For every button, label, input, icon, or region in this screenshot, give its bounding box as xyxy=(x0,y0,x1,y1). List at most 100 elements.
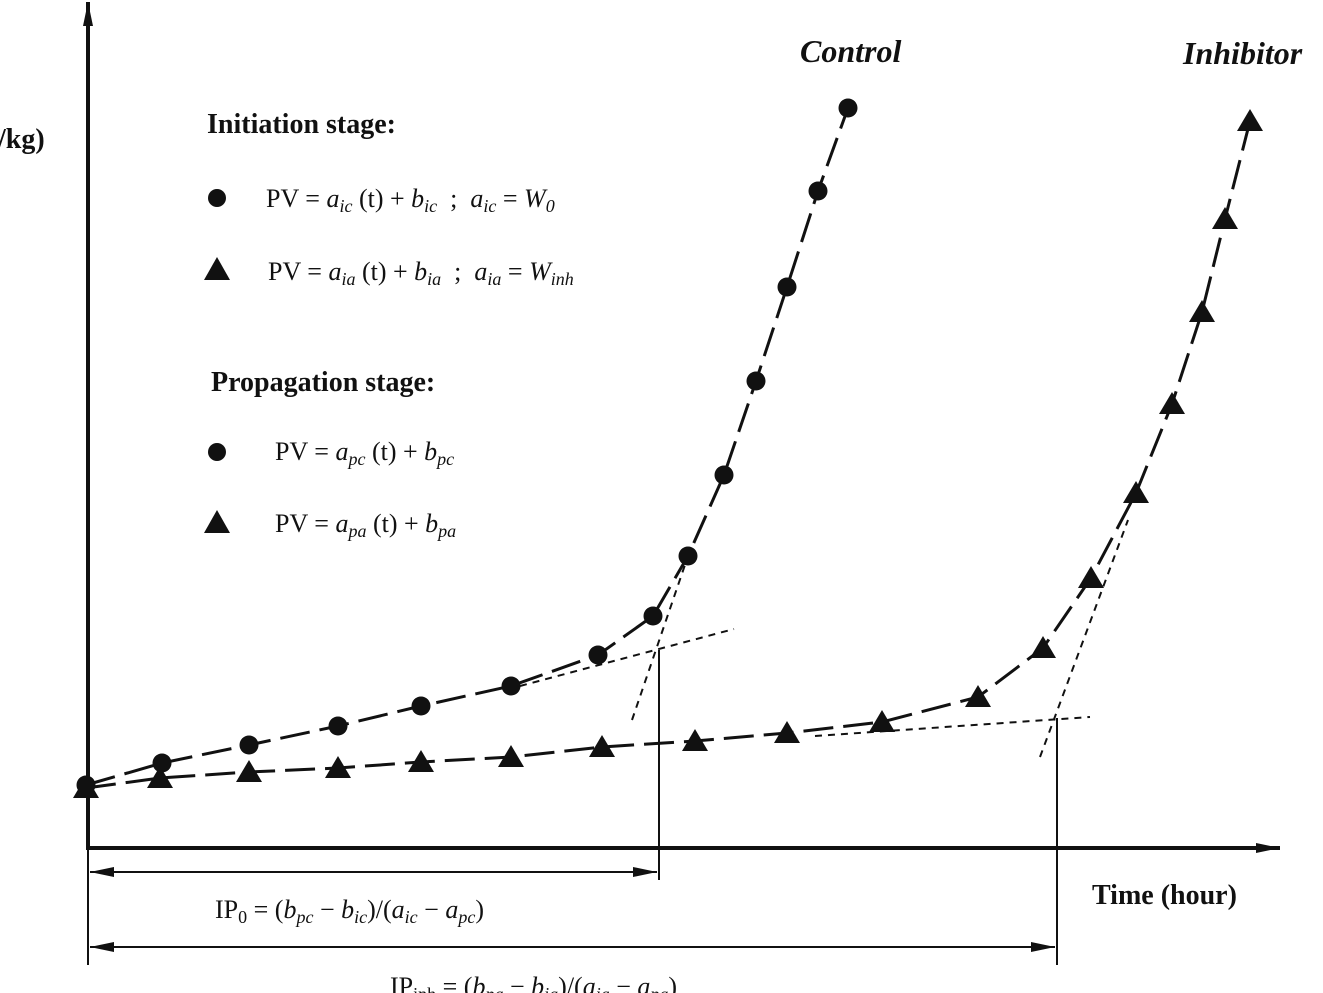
formula-part: (t) + xyxy=(366,509,425,538)
section-title: Propagation stage: xyxy=(211,367,435,398)
formula-part: − xyxy=(610,972,638,993)
formula-part: b xyxy=(425,509,438,538)
point xyxy=(236,760,262,782)
formula-part: (t) + xyxy=(352,184,411,213)
x-axis-label: Time (hour) xyxy=(1092,880,1237,911)
legend-marker xyxy=(204,510,230,533)
formula-part: b xyxy=(531,972,544,993)
formula-part: ic xyxy=(339,196,352,216)
formula-part: (t) + xyxy=(355,257,414,286)
point xyxy=(1078,566,1104,588)
point xyxy=(328,716,348,736)
formula-part: ) xyxy=(668,972,677,993)
point xyxy=(714,465,734,485)
formula-part: a xyxy=(637,972,650,993)
formula: PV = aia (t) + bia ; aia = Winh xyxy=(268,257,574,289)
tangent-line xyxy=(519,628,735,687)
point xyxy=(588,645,608,665)
point xyxy=(678,546,698,566)
point xyxy=(589,735,615,757)
point xyxy=(774,721,800,743)
formula-part: ia xyxy=(487,269,501,289)
formula-part: b xyxy=(472,972,485,993)
y-axis-label: /kg) xyxy=(0,124,45,155)
point xyxy=(777,277,797,297)
point xyxy=(501,676,521,696)
formula: IPinh = (bpa − bia)/(aia − apa) xyxy=(390,972,677,993)
formula-part: pa xyxy=(483,984,503,993)
point xyxy=(411,696,431,716)
formula-part: a xyxy=(326,184,339,213)
formula-part: ic xyxy=(483,196,496,216)
formula-part: ia xyxy=(341,269,355,289)
formula-part: PV = xyxy=(275,437,335,466)
formula-part: a xyxy=(335,437,348,466)
formula-part: ic xyxy=(424,196,437,216)
formula-part: b xyxy=(424,437,437,466)
formula-part: (t) + xyxy=(365,437,424,466)
formula-part: a xyxy=(392,895,405,924)
formula-part: a xyxy=(328,257,341,286)
curves xyxy=(73,98,1263,798)
formula-part: a xyxy=(335,509,348,538)
formula-part: W xyxy=(524,184,548,213)
formula: PV = apc (t) + bpc xyxy=(275,437,454,469)
formula-part: 0 xyxy=(238,907,247,927)
point xyxy=(838,98,858,118)
point xyxy=(239,735,259,755)
point xyxy=(152,753,172,773)
curve-label: Inhibitor xyxy=(1182,35,1303,71)
formula-part: PV = xyxy=(275,509,335,538)
formula-part: a xyxy=(583,972,596,993)
point xyxy=(643,606,663,626)
curve-label: Control xyxy=(800,33,901,69)
tangent-lines xyxy=(519,519,1129,758)
point xyxy=(1189,300,1215,322)
formula-part: a xyxy=(474,257,487,286)
point xyxy=(1030,636,1056,658)
formula: PV = aic (t) + bic ; aic = W0 xyxy=(266,184,555,216)
point xyxy=(1212,207,1238,229)
formula-part: − xyxy=(418,895,446,924)
formula-part: ; xyxy=(441,257,474,286)
legend-marker xyxy=(208,189,226,207)
formula-part: PV = xyxy=(266,184,326,213)
formula-part: ic xyxy=(405,907,418,927)
formula-part: 0 xyxy=(546,196,555,216)
formula-part: inh xyxy=(551,269,574,289)
formula-part: ia xyxy=(427,269,441,289)
formula-part: pc xyxy=(294,907,313,927)
formula-part: ia xyxy=(596,984,610,993)
formula-part: b xyxy=(283,895,296,924)
tangent-line xyxy=(1039,519,1129,758)
formula-part: pc xyxy=(435,449,454,469)
curve xyxy=(85,107,850,787)
point xyxy=(1123,481,1149,503)
formula-part: )/( xyxy=(367,895,392,924)
point xyxy=(869,710,895,732)
legend-marker xyxy=(204,257,230,280)
formula-part: ic xyxy=(354,907,367,927)
axes xyxy=(83,2,1280,965)
point xyxy=(808,181,828,201)
point xyxy=(682,729,708,751)
formula-part: = xyxy=(501,257,529,286)
formula-part: a xyxy=(445,895,458,924)
formula-part: b xyxy=(411,184,424,213)
point xyxy=(1237,109,1263,131)
formula-part: a xyxy=(470,184,483,213)
formula-part: − xyxy=(503,972,531,993)
formula-part: pa xyxy=(648,984,668,993)
point xyxy=(746,371,766,391)
formula-part: pa xyxy=(436,521,456,541)
point xyxy=(408,750,434,772)
formula-part: ) xyxy=(475,895,484,924)
point xyxy=(325,756,351,778)
point xyxy=(498,745,524,767)
formula-part: = ( xyxy=(436,972,472,993)
point xyxy=(1159,392,1185,414)
formula-part: b xyxy=(341,895,354,924)
formula-part: IP xyxy=(215,895,238,924)
tangent-line xyxy=(631,555,689,721)
